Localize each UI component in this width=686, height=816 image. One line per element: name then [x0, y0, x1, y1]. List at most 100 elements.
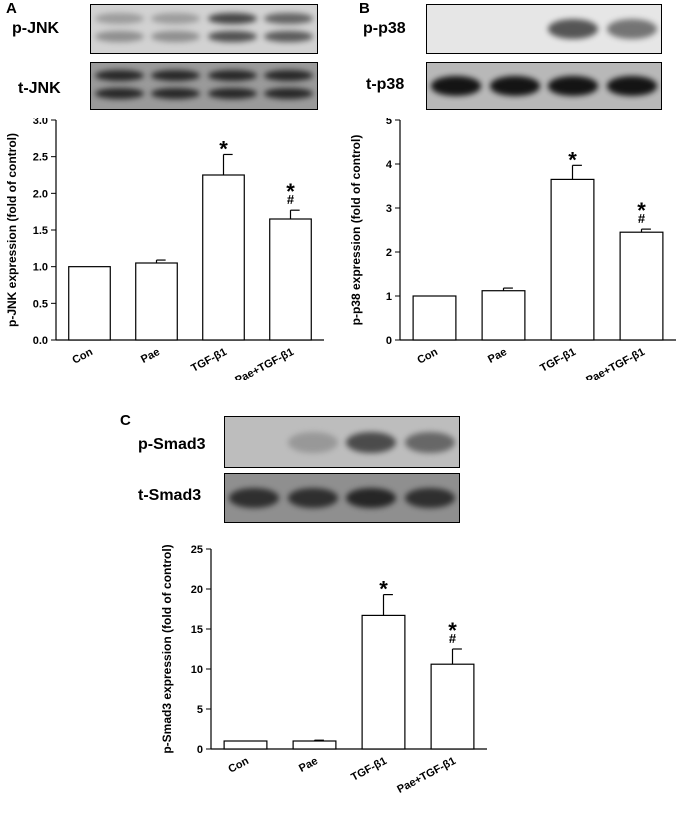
blot-strip-t-p38: [426, 62, 662, 110]
blot-band: [287, 431, 338, 453]
blot-band: [404, 431, 455, 453]
blot-band: [151, 12, 201, 25]
y-tick-label: 3: [386, 203, 392, 215]
blot-band: [606, 76, 657, 96]
y-tick-label: 0: [386, 335, 392, 347]
blot-band: [489, 76, 540, 96]
x-tick-label: TGF-β1: [189, 346, 229, 375]
panel-b-letter: B: [359, 0, 370, 17]
significance-hash: #: [449, 631, 457, 646]
blot-band: [151, 70, 201, 82]
bar: [202, 174, 245, 341]
blot-label-p-smad3: p-Smad3: [138, 436, 206, 453]
y-tick-label: 25: [191, 544, 203, 556]
y-tick-label: 1.5: [33, 225, 48, 237]
y-tick-label: 10: [191, 664, 203, 676]
blot-band: [94, 70, 144, 82]
significance-star: *: [637, 198, 646, 223]
blot-band: [264, 30, 314, 43]
x-tick-label: Con: [70, 346, 95, 367]
blot-band: [151, 87, 201, 99]
blot-band: [207, 87, 257, 99]
blot-band: [431, 76, 482, 96]
y-tick-label: 4: [386, 159, 393, 171]
blot-strip-t-smad3: [224, 473, 460, 523]
x-tick-label: TGF-β1: [349, 755, 389, 784]
x-tick-label: Con: [415, 346, 440, 367]
bar: [135, 262, 178, 341]
bar: [481, 290, 526, 341]
blot-label-p-p38: p-p38: [363, 20, 406, 37]
blot-strip-p-smad3: [224, 416, 460, 468]
blot-band: [207, 70, 257, 82]
y-tick-label: 1.0: [33, 262, 48, 274]
blot-label-p-jnk: p-JNK: [12, 20, 60, 37]
blot-band: [548, 76, 599, 96]
blot-band: [346, 487, 397, 509]
y-axis-label: p-Smad3 expression (fold of control): [160, 544, 174, 753]
blot-band: [346, 431, 397, 453]
blot-band: [229, 487, 280, 509]
blot-band: [94, 30, 144, 43]
chart-panel-c: 0 5 10 15 20 25 p-Smad3 expression (fold of co…: [160, 544, 487, 796]
y-axis-label: p-JNK expression (fold of control): [5, 133, 19, 327]
bar: [619, 231, 664, 341]
x-tick-label: TGF-β1: [538, 346, 578, 375]
y-tick-label: 1: [386, 291, 392, 303]
bar: [361, 614, 406, 750]
x-tick-label: Con: [226, 755, 251, 776]
blot-band: [207, 30, 257, 43]
chart-panel-b: 0 1 2 3 4 5 p-p38 expression (fold of control)…: [349, 118, 676, 380]
y-tick-label: 5: [386, 118, 392, 127]
blot-band: [151, 30, 201, 43]
blot-band: [404, 487, 455, 509]
blot-strip-p-p38: [426, 4, 662, 54]
blot-band: [264, 70, 314, 82]
bar: [292, 740, 337, 750]
y-tick-label: 15: [191, 624, 203, 636]
x-tick-label: Pae: [139, 346, 162, 366]
blot-label-t-smad3: t-Smad3: [138, 487, 202, 504]
blot-strip-p-jnk: [90, 4, 318, 54]
x-tick-label: Pae+TGF-β1: [584, 346, 647, 380]
y-tick-label: 2.0: [33, 188, 48, 200]
blot-band: [548, 18, 599, 40]
x-tick-label: Pae+TGF-β1: [395, 755, 458, 796]
x-tick-label: Pae: [297, 755, 320, 775]
y-tick-label: 5: [197, 704, 203, 716]
bar: [68, 266, 111, 341]
y-tick-label: 0.0: [33, 335, 48, 347]
significance-star: *: [219, 136, 228, 161]
blot-band: [264, 87, 314, 99]
y-tick-label: 20: [191, 584, 203, 596]
blot-strip-t-jnk: [90, 62, 318, 110]
bar: [430, 663, 475, 750]
x-tick-label: Pae+TGF-β1: [233, 346, 296, 380]
blot-band: [94, 12, 144, 25]
x-tick-label: Pae: [486, 346, 509, 366]
blot-band: [606, 18, 657, 40]
y-axis-label: p-p38 expression (fold of control): [349, 135, 363, 326]
significance-hash: #: [287, 192, 295, 207]
blot-band: [264, 12, 314, 25]
bar: [412, 295, 457, 341]
blot-label-t-p38: t-p38: [366, 76, 405, 93]
blot-band: [287, 487, 338, 509]
bar: [223, 740, 268, 750]
y-tick-label: 0.5: [33, 298, 48, 310]
bar: [550, 178, 595, 341]
y-tick-label: 3.0: [33, 118, 48, 127]
chart-panel-a: 0.0 0.5 1.0 1.5 2.0 2.5 3.0 p-JNK expression (f…: [5, 118, 324, 380]
y-tick-label: 2: [386, 247, 392, 259]
significance-star: *: [379, 577, 388, 602]
panel-a-letter: A: [6, 0, 17, 17]
significance-star: *: [448, 618, 457, 643]
y-tick-label: 2.5: [33, 152, 48, 164]
significance-hash: #: [638, 211, 646, 226]
blot-band: [94, 87, 144, 99]
y-tick-label: 0: [197, 744, 203, 756]
blot-band: [207, 12, 257, 25]
blot-label-t-jnk: t-JNK: [18, 80, 61, 97]
significance-star: *: [286, 179, 295, 204]
bar: [269, 218, 312, 341]
